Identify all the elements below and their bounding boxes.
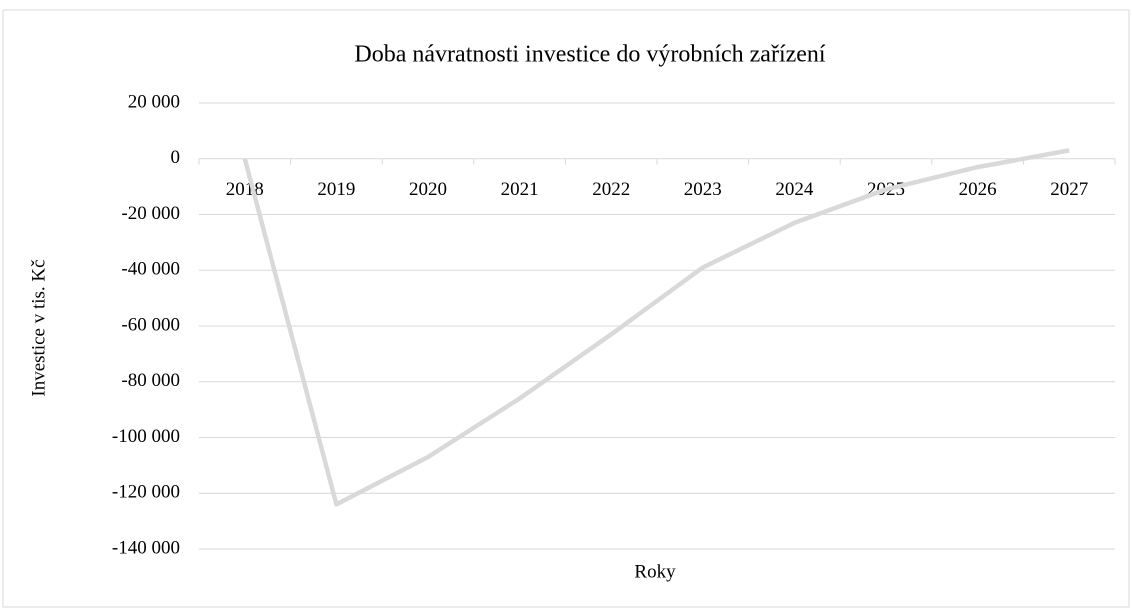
x-tick-label: 2026 [959, 179, 997, 200]
y-axis-label: Investice v tis. Kč [28, 259, 49, 396]
x-tick-label: 2020 [409, 179, 447, 200]
y-tick-label: -20 000 [121, 203, 180, 224]
x-tick-label: 2027 [1050, 179, 1088, 200]
y-tick-label: -140 000 [112, 537, 180, 558]
x-tick-label: 2024 [775, 179, 814, 200]
y-tick-label: -100 000 [112, 426, 180, 447]
y-tick-label: 20 000 [128, 91, 180, 112]
x-tick-label: 2023 [684, 179, 722, 200]
data-line [242, 148, 1070, 507]
y-tick-label: -80 000 [121, 370, 180, 391]
x-tick-label: 2022 [592, 179, 630, 200]
y-tick-label: -60 000 [121, 314, 180, 335]
chart-border [2, 9, 1130, 608]
y-tick-label: 0 [171, 147, 181, 168]
y-tick-label: -120 000 [112, 482, 180, 503]
x-tick-label: 2019 [317, 179, 355, 200]
chart-title: Doba návratnosti investice do výrobních … [354, 42, 826, 68]
x-tick-label: 2021 [501, 179, 539, 200]
x-axis-label: Roky [634, 561, 676, 582]
x-tick-label: 2018 [226, 179, 264, 200]
y-tick-label: -40 000 [121, 259, 180, 280]
